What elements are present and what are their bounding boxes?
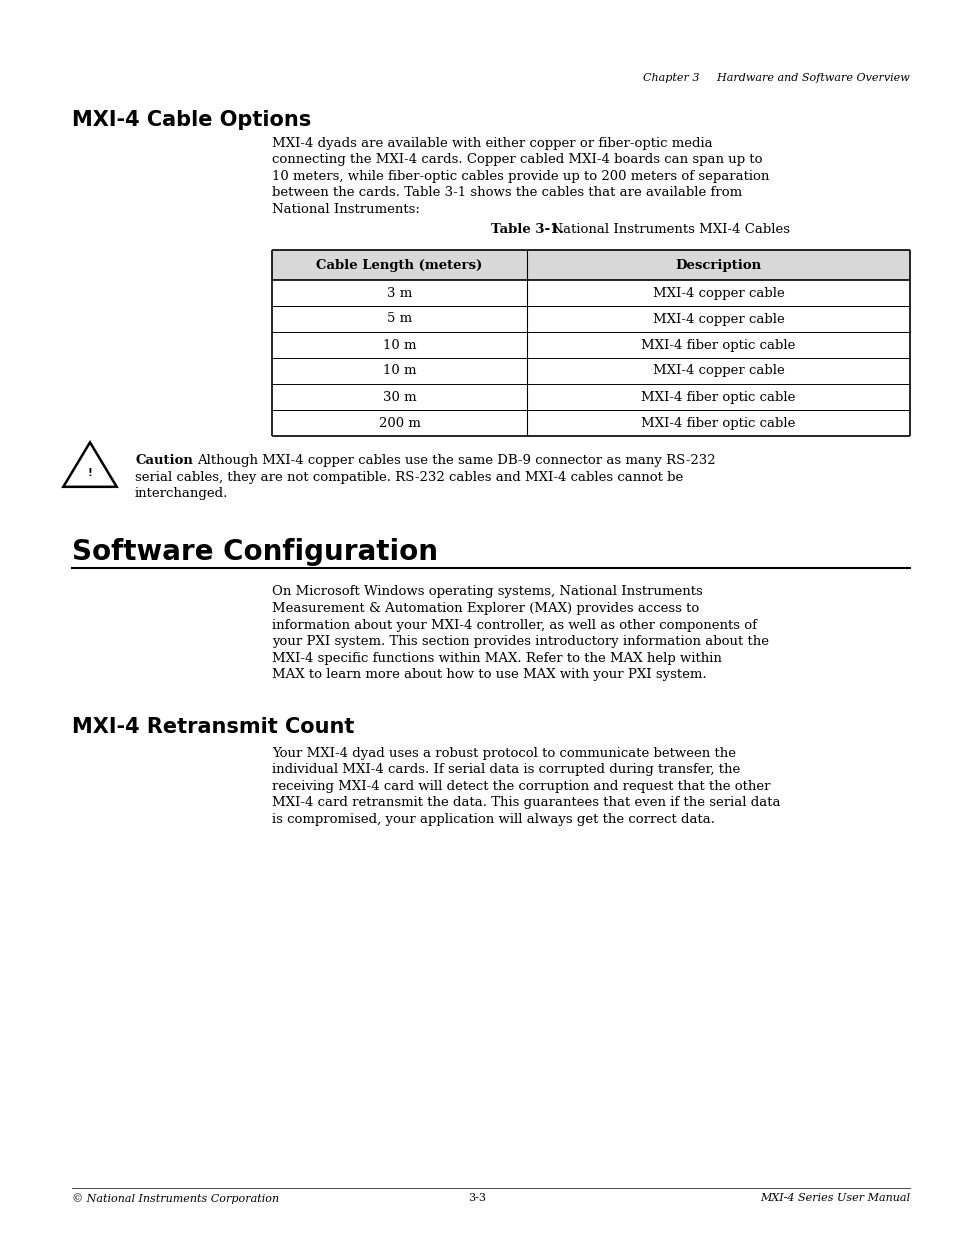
Text: Description: Description bbox=[675, 258, 760, 272]
Text: is compromised, your application will always get the correct data.: is compromised, your application will al… bbox=[272, 813, 714, 825]
Text: MXI-4 fiber optic cable: MXI-4 fiber optic cable bbox=[640, 338, 795, 352]
Text: information about your MXI-4 controller, as well as other components of: information about your MXI-4 controller,… bbox=[272, 619, 757, 631]
Text: between the cards. Table 3-1 shows the cables that are available from: between the cards. Table 3-1 shows the c… bbox=[272, 186, 741, 200]
Text: Caution: Caution bbox=[135, 454, 193, 467]
Text: Cable Length (meters): Cable Length (meters) bbox=[316, 258, 482, 272]
Text: serial cables, they are not compatible. RS-232 cables and MXI-4 cables cannot be: serial cables, they are not compatible. … bbox=[135, 471, 682, 483]
Text: National Instruments MXI-4 Cables: National Instruments MXI-4 Cables bbox=[542, 224, 789, 236]
Text: Chapter 3     Hardware and Software Overview: Chapter 3 Hardware and Software Overview bbox=[642, 73, 909, 83]
Text: 3 m: 3 m bbox=[387, 287, 412, 300]
Text: MXI-4 copper cable: MXI-4 copper cable bbox=[652, 364, 783, 378]
Text: your PXI system. This section provides introductory information about the: your PXI system. This section provides i… bbox=[272, 635, 768, 648]
Text: 10 m: 10 m bbox=[382, 338, 416, 352]
Text: MXI-4 Cable Options: MXI-4 Cable Options bbox=[71, 110, 311, 130]
Text: Your MXI-4 dyad uses a robust protocol to communicate between the: Your MXI-4 dyad uses a robust protocol t… bbox=[272, 746, 735, 760]
Text: MXI-4 copper cable: MXI-4 copper cable bbox=[652, 287, 783, 300]
Text: MXI-4 copper cable: MXI-4 copper cable bbox=[652, 312, 783, 326]
Text: MXI-4 card retransmit the data. This guarantees that even if the serial data: MXI-4 card retransmit the data. This gua… bbox=[272, 797, 780, 809]
Text: 5 m: 5 m bbox=[387, 312, 412, 326]
Text: 30 m: 30 m bbox=[382, 390, 416, 404]
Text: Software Configuration: Software Configuration bbox=[71, 538, 437, 567]
Text: individual MXI-4 cards. If serial data is corrupted during transfer, the: individual MXI-4 cards. If serial data i… bbox=[272, 763, 740, 776]
Text: MXI-4 dyads are available with either copper or fiber-optic media: MXI-4 dyads are available with either co… bbox=[272, 137, 712, 149]
Text: 10 meters, while fiber-optic cables provide up to 200 meters of separation: 10 meters, while fiber-optic cables prov… bbox=[272, 170, 768, 183]
Text: On Microsoft Windows operating systems, National Instruments: On Microsoft Windows operating systems, … bbox=[272, 585, 702, 599]
Text: Although MXI-4 copper cables use the same DB-9 connector as many RS-232: Although MXI-4 copper cables use the sam… bbox=[196, 454, 715, 467]
Text: connecting the MXI-4 cards. Copper cabled MXI-4 boards can span up to: connecting the MXI-4 cards. Copper cable… bbox=[272, 153, 761, 167]
Text: MXI-4 specific functions within MAX. Refer to the MAX help within: MXI-4 specific functions within MAX. Ref… bbox=[272, 652, 721, 664]
Text: interchanged.: interchanged. bbox=[135, 487, 228, 500]
Text: MXI-4 fiber optic cable: MXI-4 fiber optic cable bbox=[640, 416, 795, 430]
Text: receiving MXI-4 card will detect the corruption and request that the other: receiving MXI-4 card will detect the cor… bbox=[272, 779, 770, 793]
Text: MXI-4 fiber optic cable: MXI-4 fiber optic cable bbox=[640, 390, 795, 404]
Text: National Instruments:: National Instruments: bbox=[272, 203, 419, 216]
Text: MAX to learn more about how to use MAX with your PXI system.: MAX to learn more about how to use MAX w… bbox=[272, 668, 706, 680]
Text: Measurement & Automation Explorer (MAX) provides access to: Measurement & Automation Explorer (MAX) … bbox=[272, 601, 699, 615]
Text: 200 m: 200 m bbox=[378, 416, 420, 430]
Text: 3-3: 3-3 bbox=[468, 1193, 485, 1203]
Text: © National Instruments Corporation: © National Instruments Corporation bbox=[71, 1193, 279, 1204]
Text: MXI-4 Retransmit Count: MXI-4 Retransmit Count bbox=[71, 716, 354, 736]
Text: !: ! bbox=[88, 468, 92, 478]
Text: Table 3-1.: Table 3-1. bbox=[491, 224, 563, 236]
Text: MXI-4 Series User Manual: MXI-4 Series User Manual bbox=[760, 1193, 909, 1203]
Text: 10 m: 10 m bbox=[382, 364, 416, 378]
Bar bbox=[272, 249, 909, 280]
